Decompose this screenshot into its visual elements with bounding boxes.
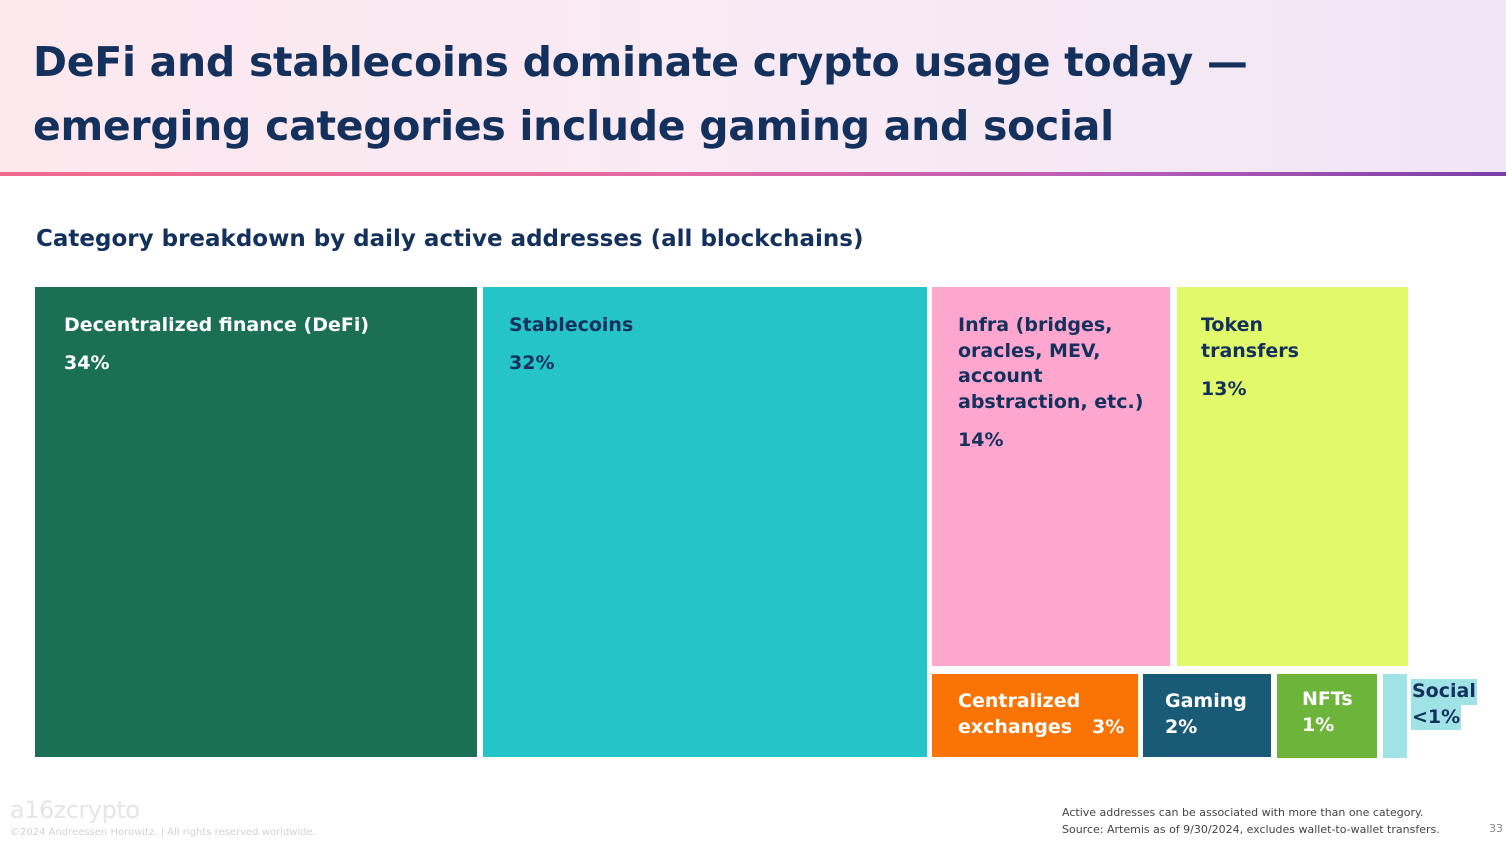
treemap-label: Decentralized finance (DeFi) [64, 314, 370, 336]
treemap-tile-gaming: Gaming 2% [1143, 674, 1271, 757]
copyright-text: ©2024 Andreessen Horowitz. | All rights … [10, 827, 316, 838]
treemap-value-label: 13% [1201, 378, 1247, 400]
a16zcrypto-logo: a16zcrypto [10, 796, 140, 824]
treemap-label: Social [1411, 679, 1477, 705]
page-number: 33 [1489, 822, 1503, 835]
treemap-tile-social: Social <1% [1383, 674, 1477, 758]
treemap-label: Infra (bridges, oracles, MEV, account ab… [958, 314, 1144, 413]
treemap-tile-stablecoins: Stablecoins 32% [483, 287, 927, 757]
treemap-label: Centralized exchanges [958, 690, 1081, 738]
chart-title: Category breakdown by daily active addre… [36, 226, 864, 252]
footnote-categories: Active addresses can be associated with … [1062, 806, 1424, 819]
treemap-tile-decentralized-finance-defi: Decentralized finance (DeFi) 34% [35, 287, 477, 757]
treemap-tile-nfts: NFTs 1% [1277, 674, 1377, 758]
footnote-source: Source: Artemis as of 9/30/2024, exclude… [1062, 823, 1440, 836]
treemap-tile-token-transfers: Token transfers 13% [1177, 287, 1408, 666]
page-title: DeFi and stablecoins dominate crypto usa… [33, 38, 1248, 150]
treemap-value-label: 2% [1165, 716, 1198, 738]
header-divider [0, 172, 1506, 176]
treemap-label: NFTs [1302, 688, 1353, 710]
treemap-label: Stablecoins [509, 314, 634, 336]
treemap-label: Gaming [1165, 690, 1247, 712]
treemap-value-label: 34% [64, 352, 110, 374]
treemap-value-label: 32% [509, 352, 555, 374]
treemap-label: Token transfers [1201, 314, 1299, 362]
treemap-value-label: 1% [1302, 714, 1335, 736]
treemap-value-label: 14% [958, 429, 1004, 451]
treemap-value-label: <1% [1411, 705, 1462, 730]
treemap-tile-infra-bridges-oracles-mev-account-abstraction-etc: Infra (bridges, oracles, MEV, account ab… [932, 287, 1170, 666]
treemap-tile-centralized-exchanges: Centralized exchanges 3% [932, 674, 1138, 757]
header-band [0, 0, 1506, 172]
treemap-value-label: 3% [1092, 716, 1125, 738]
